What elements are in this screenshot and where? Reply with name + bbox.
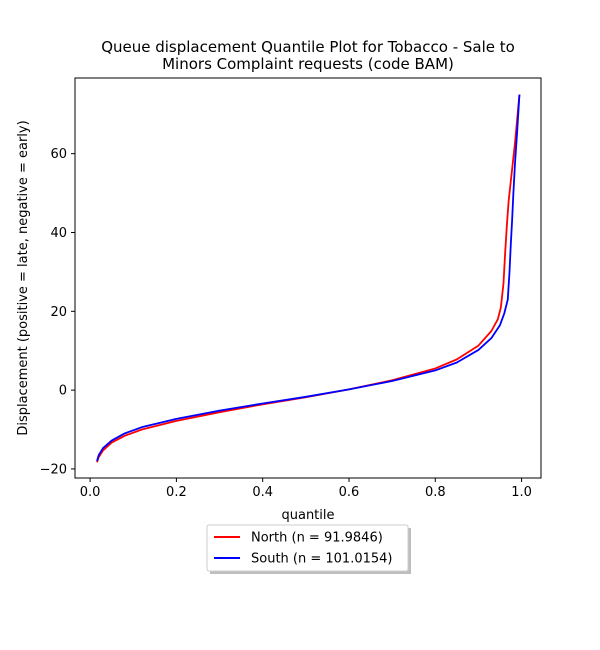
series-line-north [96,94,521,463]
series-line-south [96,94,521,462]
y-tick-label: 0 [59,384,67,399]
x-axis-label: quantile [281,508,334,523]
y-tick-label: −20 [40,462,67,477]
x-tick-label: 0.2 [166,485,187,500]
plot-area [74,77,542,479]
chart-title-line2: Minors Complaint requests (code BAM) [162,55,454,73]
y-tick-label: 60 [50,147,67,162]
legend-box [206,524,409,572]
legend-label-north: North (n = 91.9846) [251,531,383,546]
legend-label-south: South (n = 101.0154) [251,552,392,567]
series-layer [96,94,521,463]
y-tick-label: 40 [50,226,67,241]
x-tick-label: 0.0 [80,485,101,500]
y-axis: −20 0 20 40 60 [40,147,75,477]
chart-title-line1: Queue displacement Quantile Plot for Tob… [101,38,515,56]
y-tick-label: 20 [50,305,67,320]
x-axis: 0.0 0.2 0.4 0.6 0.8 1.0 [80,478,532,500]
x-tick-label: 0.4 [252,485,273,500]
x-tick-label: 0.6 [339,485,360,500]
y-axis-label: Displacement (positive = late, negative … [16,120,31,435]
x-tick-label: 1.0 [511,485,532,500]
x-tick-label: 0.8 [425,485,446,500]
legend: North (n = 91.9846) South (n = 101.0154) [206,524,411,574]
